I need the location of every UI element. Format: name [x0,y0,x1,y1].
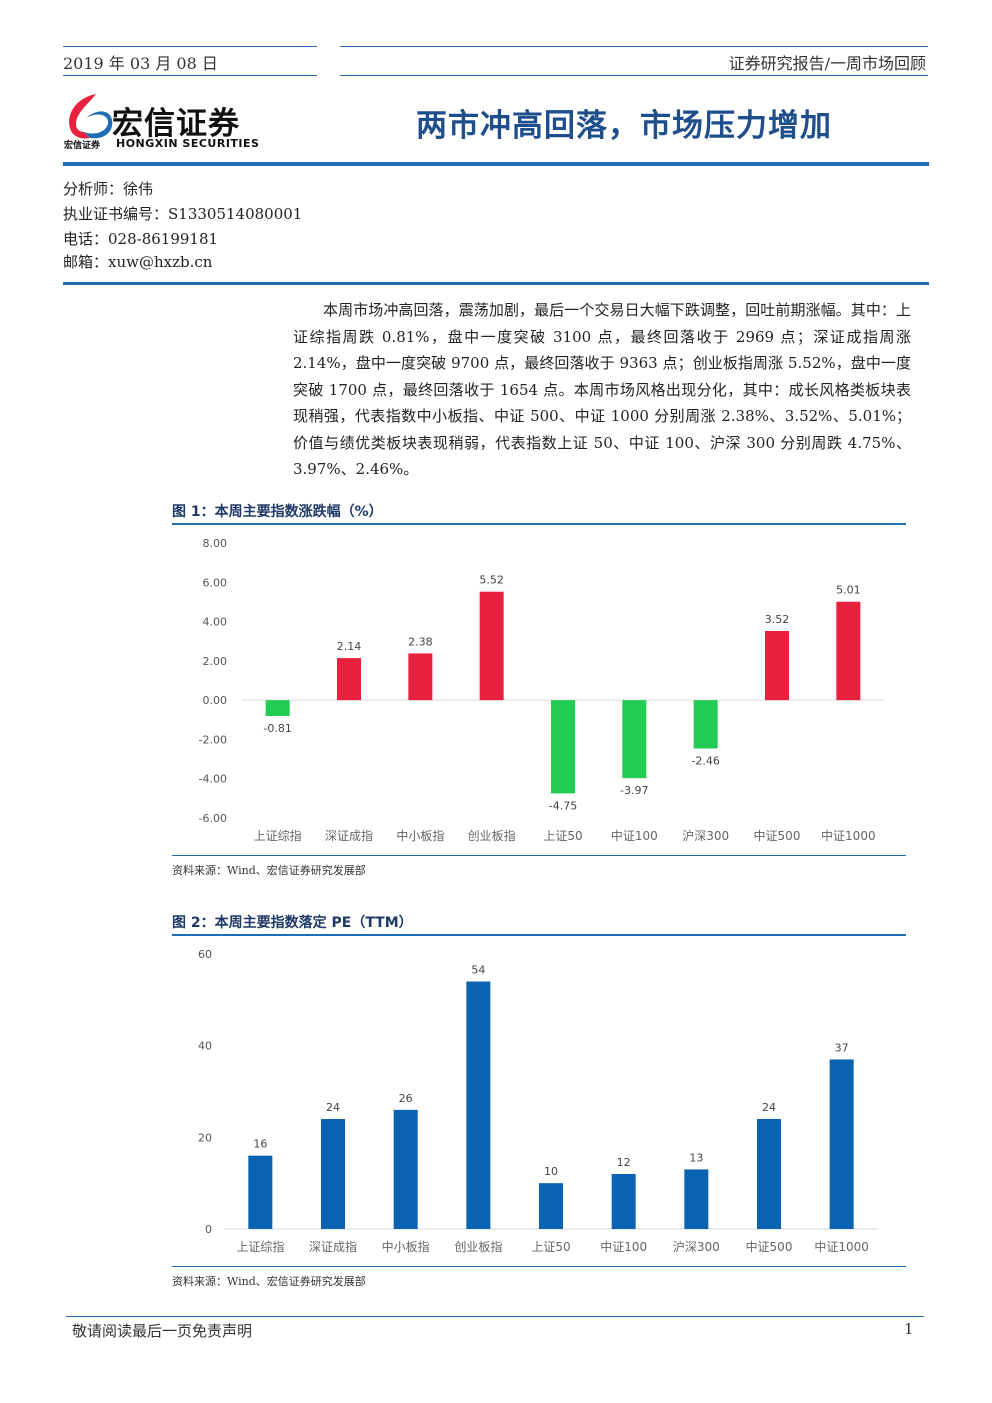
figure-2-chart: 60 40 20 0 16 上证综指 24 深证成指 26 中小板指 54 创业板指 10 上证50 12 中… [198,948,878,1254]
bar [408,653,433,701]
category-label: 中小板指 [382,1239,430,1254]
footer-rule [66,1316,924,1317]
data-label: -3.97 [620,784,648,797]
figure-1-title: 图 1：本周主要指数涨跌幅（%） [172,504,383,520]
analyst-email: 邮箱：xuw@hxzb.cn [63,253,213,271]
header-rule-bottom-right [340,75,928,76]
report-title: 两市冲高回落，市场压力增加 [416,108,832,144]
category-label: 中证100 [611,828,658,843]
logo-sub-en: HONGXIN SECURITIES [116,137,260,150]
bar [248,1155,273,1229]
section-divider [63,282,929,285]
category-label: 中证1000 [814,1239,869,1254]
category-label: 中证1000 [821,828,876,843]
category-label: 上证50 [531,1240,570,1254]
title-divider [63,162,929,166]
category-label: 创业板指 [454,1239,502,1254]
data-label: -2.46 [691,754,719,767]
category-label: 深证成指 [325,828,373,843]
report-date: 2019 年 03 月 08 日 [63,54,218,73]
y-tick-label: 40 [198,1040,212,1053]
data-label: 24 [326,1101,340,1114]
figure-2-bottom-rule [172,1266,906,1267]
category-label: 上证综指 [254,828,302,843]
bar [611,1174,636,1229]
header-rule-bottom-left [63,75,317,76]
logo-wordmark-cn: 宏信证券 [112,106,240,142]
y-tick-label: 4.00 [203,616,228,629]
category-label: 中小板指 [396,828,444,843]
category-label: 上证综指 [236,1239,284,1254]
data-label: 13 [689,1151,703,1164]
data-label: 26 [399,1092,413,1105]
bar [757,1119,781,1229]
data-label: 10 [544,1165,558,1178]
data-label: 5.52 [479,574,504,587]
bar [265,700,290,717]
y-tick-label: 2.00 [203,655,228,668]
page-number: 1 [904,1320,914,1338]
category-label: 沪深300 [673,1240,720,1254]
analyst-cert: 执业证书编号：S1330514080001 [63,205,303,223]
header-rule-top-right [340,46,928,47]
data-label: 54 [471,964,485,977]
data-label: 16 [253,1138,267,1151]
summary-block: 本周市场冲高回落，震荡加剧，最后一个交易日大幅下跌调整，回吐前期涨幅。其中：上证… [293,297,911,483]
y-tick-label: 0 [205,1223,212,1236]
bar [539,1183,563,1229]
company-logo-icon [69,94,113,139]
bar [765,631,789,701]
figure-2-title: 图 2：本周主要指数落定 PE（TTM） [172,915,413,931]
y-tick-label: 8.00 [203,537,228,550]
category-label: 沪深300 [682,829,729,843]
analyst-name: 分析师：徐伟 [63,180,154,198]
y-tick-label: 0.00 [203,694,228,707]
data-label: 2.14 [337,640,362,653]
data-label: 12 [617,1156,631,1169]
data-label: 24 [762,1101,776,1114]
category-label: 上证50 [543,829,582,843]
data-label: 2.38 [408,635,433,648]
bar [393,1109,418,1229]
figure-2-source: 资料来源：Wind、宏信证券研究发展部 [172,1275,366,1288]
bar [829,1059,854,1229]
figure-1-bottom-rule [172,855,906,856]
figure-2-top-rule [172,934,906,936]
data-label: -0.81 [263,722,291,735]
category-label: 创业板指 [468,828,516,843]
figure-1-chart: 8.00 6.00 4.00 2.00 0.00 -2.00 -4.00 -6.00 -0.81… [199,537,884,843]
category-label: 中证500 [754,828,801,843]
y-tick-label: 20 [198,1131,212,1144]
y-tick-label: -6.00 [199,812,227,825]
logo-sub-cn: 宏信证券 [64,141,101,151]
figure-1-top-rule [172,523,906,525]
data-label: 3.52 [765,613,790,626]
bar [836,601,861,701]
y-tick-label: -4.00 [199,773,227,786]
bar [551,700,575,794]
bar [337,658,361,701]
summary-paragraph: 本周市场冲高回落，震荡加剧，最后一个交易日大幅下跌调整，回吐前期涨幅。其中：上证… [293,301,911,478]
footer-disclaimer: 敬请阅读最后一页免责声明 [72,1322,253,1340]
bar [321,1119,345,1229]
bar [684,1169,709,1229]
report-category: 证券研究报告/一周市场回顾 [728,54,926,73]
bar [479,591,504,701]
y-tick-label: -2.00 [199,733,227,746]
bar [466,981,491,1229]
bar [622,700,647,779]
data-label: 5.01 [836,584,861,597]
category-label: 中证100 [600,1239,647,1254]
category-label: 深证成指 [309,1239,357,1254]
figure-1-source: 资料来源：Wind、宏信证券研究发展部 [172,864,366,877]
data-label: -4.75 [549,799,577,812]
bar [693,700,718,749]
category-label: 中证500 [746,1239,793,1254]
data-label: 37 [835,1041,849,1054]
header-rule-top-left [63,46,317,47]
y-tick-label: 6.00 [203,576,228,589]
analyst-phone: 电话：028-86199181 [63,230,219,248]
y-tick-label: 60 [198,948,212,961]
